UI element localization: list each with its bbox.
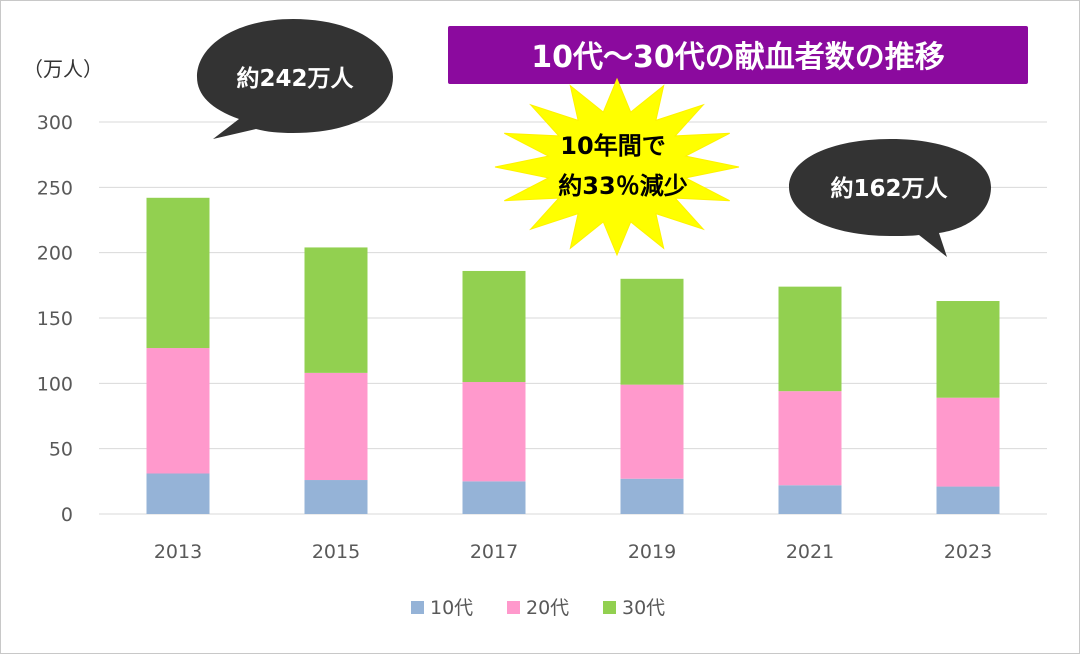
- bar-10代-2013: [146, 473, 210, 514]
- bar-10代-2017: [462, 481, 526, 514]
- y-tick-label: 50: [49, 439, 73, 461]
- starburst-shape: [494, 77, 740, 257]
- x-tick-label: 2015: [312, 541, 360, 563]
- x-axis-ticks: 2013 2015 2017 2019 2021 2023: [154, 541, 992, 563]
- y-tick-label: 300: [37, 112, 73, 134]
- bubble-right-text: 約162万人: [830, 175, 948, 202]
- bar-10代-2015: [304, 480, 368, 514]
- y-tick-label: 200: [37, 243, 73, 265]
- bar-30代-2023: [936, 301, 1000, 398]
- legend-label: 30代: [622, 597, 665, 619]
- bar-10代-2023: [936, 486, 1000, 514]
- x-tick-label: 2017: [470, 541, 518, 563]
- bar-20代-2023: [936, 397, 1000, 487]
- x-tick-label: 2023: [944, 541, 992, 563]
- speech-bubble-right: 約162万人: [789, 139, 991, 257]
- bar-20代-2019: [620, 384, 684, 479]
- legend: 10代 20代 30代: [411, 597, 665, 619]
- bar-30代-2015: [304, 247, 368, 373]
- x-tick-label: 2021: [786, 541, 834, 563]
- unit-label: （万人）: [23, 57, 103, 81]
- legend-label: 20代: [526, 597, 569, 619]
- y-tick-label: 0: [61, 504, 73, 526]
- decrease-starburst: 10年間で 約33％減少: [494, 77, 740, 257]
- bubble-left-text: 約242万人: [236, 65, 354, 92]
- chart-title: 10代～30代の献血者数の推移: [531, 40, 945, 75]
- burst-text-line1: 10年間で: [560, 132, 665, 160]
- chart-title-banner: 10代～30代の献血者数の推移: [448, 26, 1028, 84]
- bar-20代-2015: [304, 372, 368, 481]
- speech-bubble-left: 約242万人: [197, 19, 393, 139]
- burst-text-line2: 約33％減少: [558, 172, 687, 200]
- y-axis-ticks: 0 50 100 150 200 250 300: [37, 112, 73, 526]
- bar-30代-2019: [620, 278, 684, 385]
- bar-30代-2021: [778, 286, 842, 392]
- bars: [146, 197, 1000, 514]
- bar-20代-2013: [146, 348, 210, 474]
- y-tick-label: 250: [37, 177, 73, 199]
- y-tick-label: 100: [37, 373, 73, 395]
- title-background: [448, 26, 1028, 84]
- bar-10代-2019: [620, 478, 684, 514]
- bubble-right-shape: [789, 139, 991, 257]
- bar-30代-2017: [462, 270, 526, 383]
- x-tick-label: 2013: [154, 541, 202, 563]
- x-tick-label: 2019: [628, 541, 676, 563]
- legend-label: 10代: [430, 597, 473, 619]
- y-tick-label: 150: [37, 308, 73, 330]
- legend-swatch: [603, 601, 616, 614]
- bar-20代-2021: [778, 391, 842, 486]
- bar-20代-2017: [462, 382, 526, 482]
- legend-swatch: [507, 601, 520, 614]
- bubble-left-shape: [197, 19, 393, 139]
- legend-swatch: [411, 601, 424, 614]
- bar-10代-2021: [778, 485, 842, 514]
- bar-30代-2013: [146, 197, 210, 349]
